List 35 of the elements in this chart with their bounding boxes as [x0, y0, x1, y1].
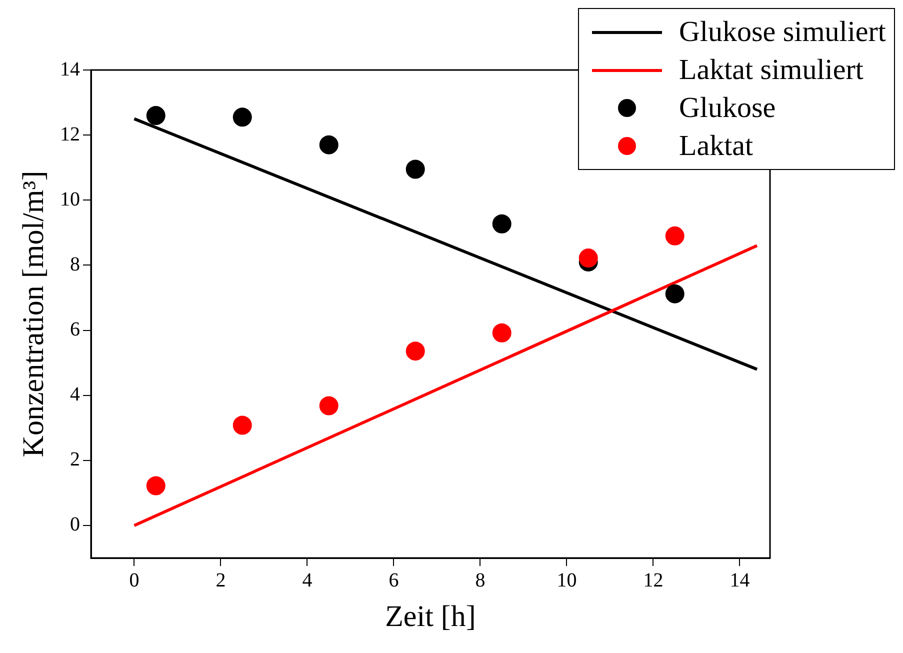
- y-tick-label: 8: [70, 253, 80, 276]
- y-tick-label: 12: [60, 123, 80, 146]
- x-axis-title: Zeit [h]: [385, 600, 476, 633]
- point: [492, 214, 512, 234]
- y-axis-title: Konzentration [mol/m³]: [16, 170, 50, 458]
- point: [406, 342, 425, 361]
- x-tick-label: 10: [556, 569, 577, 592]
- x-tick-label: 8: [475, 569, 486, 592]
- y-tick-label: 14: [60, 58, 80, 80]
- y-tick-label: 10: [60, 188, 80, 210]
- x-tick-label: 12: [643, 569, 664, 592]
- x-tick-label: 0: [129, 569, 140, 592]
- y-tick-label: 4: [70, 384, 80, 406]
- y-tick-label: 0: [70, 514, 80, 536]
- point: [665, 284, 684, 304]
- point: [492, 323, 512, 342]
- legend-label: Laktat: [678, 130, 754, 162]
- point: [406, 160, 425, 179]
- point: [146, 476, 166, 496]
- legend-label: Laktat simuliert: [678, 54, 864, 86]
- point: [319, 396, 338, 416]
- point: [665, 226, 684, 246]
- point: [319, 135, 338, 154]
- legend-label: Glukose simuliert: [678, 16, 886, 48]
- legend-label: Glukose: [678, 92, 776, 124]
- point: [578, 248, 598, 268]
- y-tick-label: 6: [70, 318, 80, 341]
- point: [232, 416, 252, 435]
- y-tick-label: 2: [70, 448, 80, 471]
- point: [232, 108, 252, 127]
- x-tick-label: 6: [388, 569, 399, 592]
- x-tick-label: 2: [216, 569, 226, 592]
- x-tick-label: 4: [302, 569, 312, 592]
- x-tick-label: 14: [730, 569, 750, 592]
- point: [146, 106, 166, 126]
